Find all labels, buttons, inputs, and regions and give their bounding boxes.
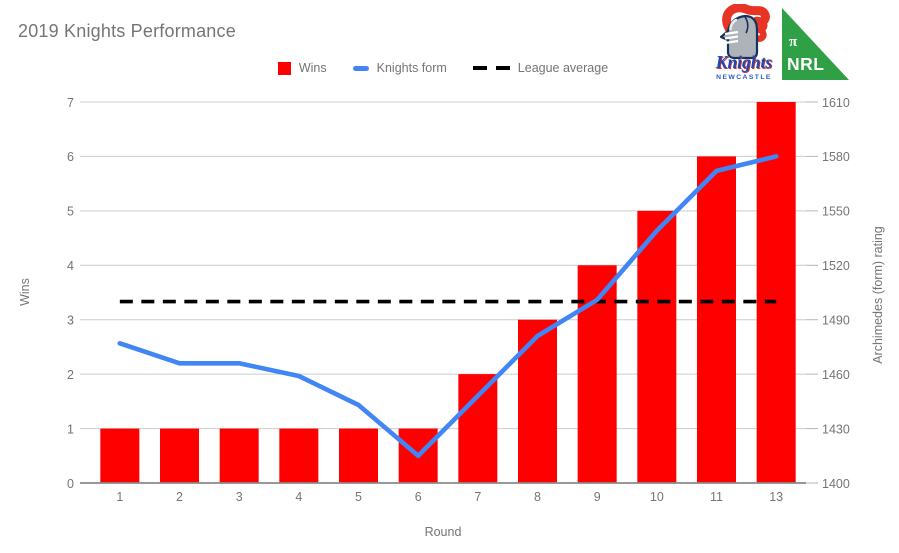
x-axis-tick-label: 13: [769, 490, 783, 504]
bar-round-1[interactable]: [100, 428, 140, 483]
left-axis-tick-label: 4: [67, 259, 74, 273]
right-axis-tick-label: 1550: [822, 205, 850, 219]
knights-newcastle-logo: Knights Knights NEWCASTLE: [715, 4, 774, 81]
right-axis-tick-label: 1490: [822, 313, 850, 327]
bar-round-13[interactable]: [756, 102, 796, 483]
legend-label: Knights form: [376, 61, 447, 75]
left-axis-tick-label: 1: [67, 422, 74, 436]
pi-symbol: π: [789, 34, 798, 50]
bar-round-11[interactable]: [697, 156, 736, 483]
left-axis-title: Wins: [18, 278, 32, 306]
nrl-triangle-icon: [782, 8, 849, 80]
newcastle-wordmark: NEWCASTLE: [716, 74, 772, 81]
legend-item-wins[interactable]: Wins: [277, 61, 327, 75]
legend-swatch-wins: [277, 61, 291, 75]
right-axis-tick-label: 1580: [822, 150, 850, 164]
right-axis-title: Archimedes (form) rating: [871, 226, 885, 364]
bar-round-7[interactable]: [458, 374, 498, 483]
left-axis-tick-label: 5: [67, 205, 74, 219]
bar-round-8[interactable]: [518, 319, 557, 483]
x-axis-tick-label: 11: [710, 490, 723, 504]
knight-helmet-icon: [719, 14, 759, 60]
x-axis-tick-label: 9: [594, 490, 601, 504]
knights-wordmark-shadow: Knights: [716, 53, 774, 73]
right-axis-tick-label: 1610: [822, 96, 850, 110]
knight-plume-icon: [722, 4, 770, 42]
bar-round-3[interactable]: [219, 428, 259, 483]
x-axis-tick-label: 1: [116, 490, 123, 504]
bar-round-5[interactable]: [339, 428, 378, 483]
bar-round-4[interactable]: [279, 428, 319, 483]
x-axis-tick-label: 2: [176, 490, 183, 504]
x-axis-tick-label: 7: [474, 490, 481, 504]
x-axis-tick-label: 5: [355, 490, 362, 504]
knights-wordmark: Knights: [715, 52, 773, 72]
x-axis-tick-label: 10: [650, 490, 664, 504]
chart-title: 2019 Knights Performance: [18, 21, 236, 41]
left-axis-tick-label: 2: [67, 368, 74, 382]
left-axis-tick-label: 3: [67, 313, 74, 327]
legend-swatch-league-average: [472, 66, 510, 70]
nrl-wordmark: NRL: [787, 54, 824, 74]
bar-round-10[interactable]: [637, 210, 677, 483]
right-axis-tick-label: 1460: [822, 368, 850, 382]
knights-form-line[interactable]: [117, 154, 779, 459]
legend-label: League average: [517, 61, 609, 75]
legend-item-knights-form[interactable]: Knights form: [352, 61, 447, 75]
left-axis-tick-label: 0: [67, 477, 74, 491]
x-axis-title: Round: [425, 525, 462, 539]
x-axis-tick-label: 6: [415, 490, 422, 504]
x-axis-tick-label: 8: [534, 490, 541, 504]
x-axis-tick-label: 3: [236, 490, 243, 504]
left-axis-tick-label: 7: [67, 96, 74, 110]
legend-item-league-average[interactable]: League average: [472, 61, 609, 75]
bar-round-2[interactable]: [160, 428, 199, 483]
right-axis-tick-label: 1430: [822, 422, 850, 436]
x-axis-tick-label: 4: [295, 490, 302, 504]
right-axis-tick-label: 1520: [822, 259, 850, 273]
right-axis-tick-label: 1400: [822, 477, 850, 491]
left-axis-tick-label: 6: [67, 150, 74, 164]
legend-label: Wins: [298, 61, 327, 75]
nrl-logo: π NRL: [782, 8, 849, 80]
legend-swatch-knights-form: [352, 65, 369, 71]
legend: Wins Knights form League average: [80, 58, 806, 78]
